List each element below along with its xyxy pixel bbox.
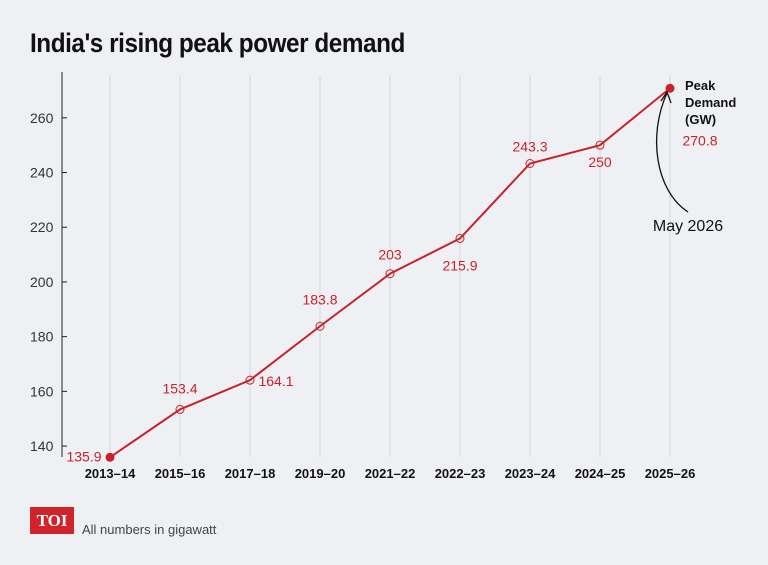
y-tick-label: 260 (30, 110, 54, 126)
data-label: 250 (588, 154, 612, 170)
x-tick-label: 2022–23 (435, 466, 486, 481)
data-label: 135.9 (66, 448, 101, 464)
data-label: 183.8 (302, 291, 337, 307)
y-tick-label: 180 (30, 329, 54, 345)
annotation-label: May 2026 (653, 218, 723, 235)
x-tick-label: 2013–14 (85, 466, 136, 481)
data-point (525, 159, 535, 169)
series-label: (GW) (685, 112, 716, 127)
data-point (385, 269, 395, 279)
x-tick-label: 2019–20 (295, 466, 346, 481)
y-tick-label: 240 (30, 165, 54, 181)
x-tick-label: 2025–26 (645, 466, 696, 481)
data-point (105, 452, 115, 462)
y-tick-label: 160 (30, 383, 54, 399)
data-label: 164.1 (258, 373, 293, 389)
annotation-arrowhead (660, 90, 672, 104)
data-point (455, 233, 465, 243)
x-tick-label: 2024–25 (575, 466, 626, 481)
toi-logo: TOI (30, 507, 74, 534)
data-label: 215.9 (442, 257, 477, 273)
line-chart: 140 160 180 200 220 240 260 2013–14 2015–16 2017–… (30, 72, 736, 481)
data-label: 153.4 (162, 380, 197, 396)
x-tick-label: 2023–24 (505, 466, 556, 481)
x-tick-label: 2017–18 (225, 466, 276, 481)
y-tick-label: 220 (30, 219, 54, 235)
data-point (245, 375, 255, 385)
data-point (315, 321, 325, 331)
series-line (109, 87, 671, 459)
data-label: 270.8 (682, 132, 717, 148)
data-point (595, 140, 605, 150)
y-tick-label: 200 (30, 274, 54, 290)
series-label: Peak (685, 78, 716, 93)
y-tick-label: 140 (30, 438, 54, 454)
data-label: 243.3 (512, 139, 547, 155)
footer-note: All numbers in gigawatt (82, 522, 217, 537)
annotation-arrow (656, 92, 689, 213)
x-tick-label: 2015–16 (155, 466, 206, 481)
data-label: 203 (378, 247, 402, 263)
chart-title: India's rising peak power demand (30, 28, 405, 58)
series-label: Demand (685, 95, 736, 110)
x-tick-label: 2021–22 (365, 466, 416, 481)
data-point (175, 404, 185, 414)
data-point (665, 83, 675, 93)
